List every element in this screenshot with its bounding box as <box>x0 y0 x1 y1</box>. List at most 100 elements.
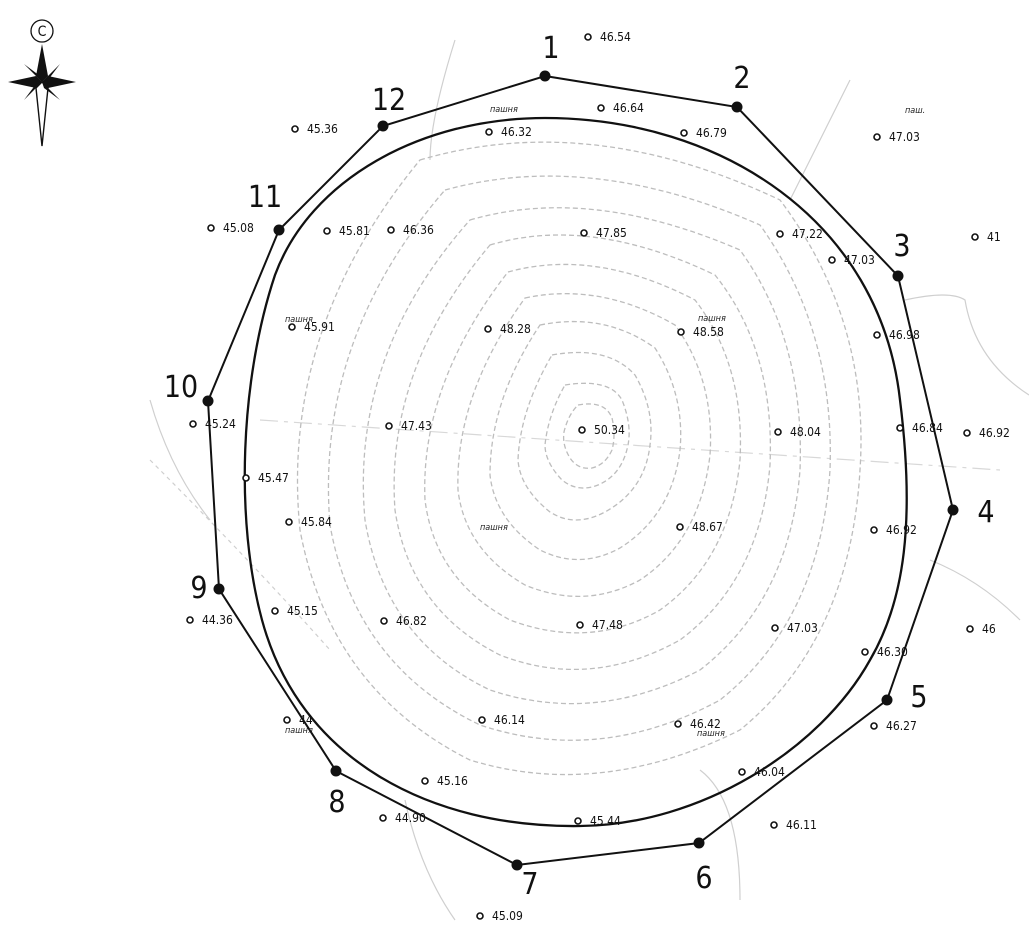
elevation-value: 46.98 <box>889 328 920 342</box>
elevation-marker <box>574 817 582 825</box>
elevation-value: 45.24 <box>205 417 236 431</box>
vertex-dot <box>273 224 285 236</box>
elevation-marker <box>385 422 393 430</box>
vertex-number: 9 <box>190 571 207 606</box>
elevation-value: 46.92 <box>886 523 917 537</box>
vertex-number: 6 <box>695 861 712 896</box>
elevation-marker <box>771 624 779 632</box>
elevation-marker <box>674 720 682 728</box>
elevation-marker <box>580 229 588 237</box>
elevation-value: 46.79 <box>696 126 727 140</box>
land-use-label: пашня <box>480 523 508 533</box>
elevation-marker <box>870 722 878 730</box>
vertex-dot <box>202 395 214 407</box>
elevation-value: 45.81 <box>339 224 370 238</box>
elevation-value: 47.43 <box>401 419 432 433</box>
elevation-marker <box>873 331 881 339</box>
compass-letter: С <box>38 24 47 40</box>
elevation-marker <box>576 621 584 629</box>
elevation-marker <box>288 323 296 331</box>
elevation-marker <box>379 814 387 822</box>
elevation-value: 46.30 <box>877 645 908 659</box>
elevation-marker <box>896 424 904 432</box>
elevation-marker <box>478 716 486 724</box>
elevation-value: 50.34 <box>594 423 625 437</box>
elevation-value: 46.42 <box>690 717 721 731</box>
elevation-value: 44.36 <box>202 613 233 627</box>
elevation-value: 47.03 <box>889 130 920 144</box>
elevation-value: 48.67 <box>692 520 723 534</box>
boundary-polygon <box>206 74 955 867</box>
vertex-dot <box>511 859 523 871</box>
elevation-marker <box>242 474 250 482</box>
vertex-number: 5 <box>910 680 927 715</box>
elevation-value: 44 <box>299 713 313 727</box>
site-boundary-oval <box>243 116 908 828</box>
elevation-value: 48.04 <box>790 425 821 439</box>
elevation-value: 45.15 <box>287 604 318 618</box>
compass-rose-icon: С <box>8 19 76 147</box>
elevation-marker <box>597 104 605 112</box>
elevation-marker <box>963 429 971 437</box>
elevation-marker <box>680 129 688 137</box>
vertex-number: 2 <box>733 61 750 96</box>
elevation-value: 47.85 <box>596 226 627 240</box>
elevation-value: 45.44 <box>590 814 621 828</box>
elevation-value: 41 <box>987 230 1001 244</box>
vertex-number: 11 <box>248 180 282 215</box>
elevation-value: 46.54 <box>600 30 631 44</box>
vertex-number: 7 <box>521 867 538 902</box>
elevation-value: 46.82 <box>396 614 427 628</box>
elevation-marker <box>271 607 279 615</box>
elevation-marker <box>870 526 878 534</box>
vertex-number: 3 <box>893 229 910 264</box>
elevation-value: 45.16 <box>437 774 468 788</box>
land-use-label: пашня <box>697 729 725 739</box>
elevation-points: 46.54 46.64 46.79 47.03 46.32 45.36 45.08 45.81… <box>186 30 1010 923</box>
elevation-marker <box>207 224 215 232</box>
vertex-dot <box>377 120 389 132</box>
elevation-value: 44.90 <box>395 811 426 825</box>
vertex-dot <box>892 270 904 282</box>
background-lines <box>149 39 1029 921</box>
elevation-value: 45.84 <box>301 515 332 529</box>
vertex-dot <box>731 101 743 113</box>
elevation-value: 45.47 <box>258 471 289 485</box>
elevation-value: 46.64 <box>613 101 644 115</box>
vertex-number: 10 <box>164 370 198 405</box>
elevation-marker <box>380 617 388 625</box>
elevation-marker <box>283 716 291 724</box>
vertex-dot <box>947 504 959 516</box>
elevation-marker <box>774 428 782 436</box>
land-use-label: пашня <box>285 726 313 736</box>
elevation-marker <box>485 128 493 136</box>
land-use-label: паш. <box>905 106 925 116</box>
elevation-marker <box>584 33 592 41</box>
elevation-value: 45.09 <box>492 909 523 923</box>
land-use-label: пашня <box>698 314 726 324</box>
elevation-value: 47.03 <box>844 253 875 267</box>
elevation-marker <box>484 325 492 333</box>
elevation-value: 48.28 <box>500 322 531 336</box>
elevation-marker <box>476 912 484 920</box>
elevation-marker <box>186 616 194 624</box>
elevation-value: 47.03 <box>787 621 818 635</box>
elevation-value: 48.58 <box>693 325 724 339</box>
vertex-dot <box>539 70 551 82</box>
vertex-dot <box>330 765 342 777</box>
vertex-number: 8 <box>328 785 345 820</box>
elevation-marker <box>677 328 685 336</box>
elevation-value: 46.11 <box>786 818 817 832</box>
elevation-marker <box>291 125 299 133</box>
elevation-marker <box>776 230 784 238</box>
elevation-value: 46.84 <box>912 421 943 435</box>
land-use-label: пашня <box>490 105 518 115</box>
elevation-marker <box>873 133 881 141</box>
elevation-marker <box>966 625 974 633</box>
elevation-value: 46 <box>982 622 996 636</box>
elevation-marker <box>189 420 197 428</box>
vertex-dot <box>213 583 225 595</box>
vertex-number: 4 <box>977 495 994 530</box>
